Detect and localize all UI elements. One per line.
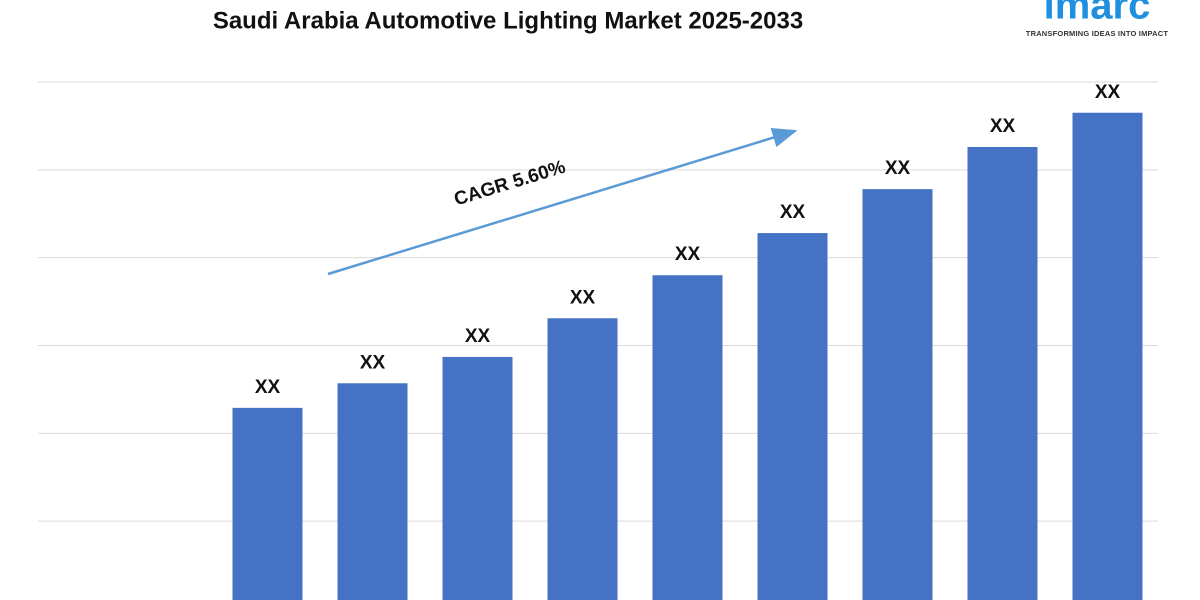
logo-tagline: TRANSFORMING IDEAS INTO IMPACT	[1026, 29, 1169, 38]
bar	[1072, 112, 1143, 600]
value-label: XX	[780, 202, 806, 223]
cagr-arrow	[327, 128, 798, 276]
value-label: XX	[570, 287, 596, 308]
bar	[652, 275, 723, 600]
bar	[547, 318, 618, 600]
value-label: XX	[1095, 82, 1121, 103]
value-label: XX	[885, 158, 911, 179]
bar	[442, 356, 513, 600]
bar	[337, 383, 408, 600]
bar	[862, 189, 933, 600]
value-label: XX	[360, 352, 386, 373]
value-label: XX	[990, 116, 1016, 137]
value-label: XX	[675, 244, 701, 265]
chart-title: Saudi Arabia Automotive Lighting Market …	[213, 7, 803, 34]
logo: imarc	[1044, 0, 1151, 28]
value-label: XX	[465, 326, 491, 347]
cagr-annotation: CAGR 5.60%	[452, 157, 568, 211]
bar	[967, 146, 1038, 600]
bar	[757, 233, 828, 600]
bar	[232, 407, 303, 600]
bars: XX XX XX XX XX XX XX XX XX	[232, 82, 1143, 600]
value-label: XX	[255, 377, 281, 398]
